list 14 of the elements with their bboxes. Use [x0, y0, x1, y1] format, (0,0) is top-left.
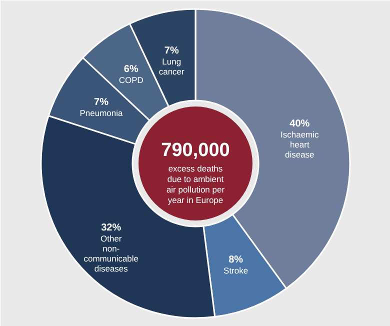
data-label: 8%	[228, 254, 244, 266]
data-label: 40%	[290, 118, 310, 130]
slice-label: Pneumonia	[80, 108, 124, 118]
slice-label: Lung cancer	[158, 56, 185, 77]
data-label: 7%	[164, 46, 179, 57]
slice-label: Stroke	[224, 265, 248, 276]
slice-label: COPD	[118, 74, 144, 85]
data-label: 7%	[94, 96, 109, 108]
data-label: 32%	[101, 222, 122, 234]
text: excess deaths due to ambient air pollution per year in Europe	[166, 164, 225, 205]
data-label: 6%	[124, 64, 138, 75]
slice-label: Ischaemic heart disease	[280, 130, 320, 160]
slice-label: Other non- communicable diseases	[84, 233, 139, 274]
text: 790,000	[161, 140, 230, 161]
